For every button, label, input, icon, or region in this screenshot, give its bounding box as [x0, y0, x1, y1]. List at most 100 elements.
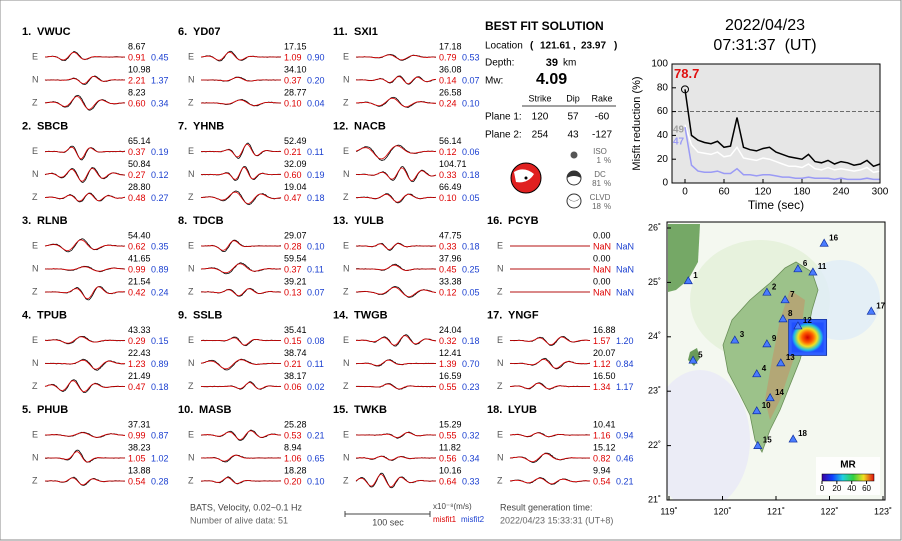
- waveform-synthetic: [44, 51, 125, 61]
- misfit1: 0.79: [439, 52, 457, 62]
- misfit1: 0.91: [128, 52, 146, 62]
- station-id: 1.: [22, 26, 31, 38]
- misfit2: 1.17: [616, 382, 634, 392]
- waveform-synthetic: [201, 477, 281, 484]
- dc-icon-fill: [567, 171, 581, 178]
- misfit1-key: misfit1: [433, 515, 457, 524]
- origin-date: 2022/04/23: [725, 17, 805, 34]
- misfit2: 0.10: [307, 241, 325, 251]
- amplitude: 47.75: [439, 230, 462, 240]
- component: N: [497, 452, 504, 462]
- y-tick-label: 20: [657, 154, 669, 165]
- misfit1: 0.12: [439, 147, 457, 157]
- location-lat: 23.97: [581, 41, 606, 52]
- best-point: [681, 85, 689, 94]
- misfit2: 0.87: [151, 430, 169, 440]
- waveform-synthetic: [44, 239, 125, 251]
- component: E: [343, 335, 349, 345]
- misfit1: 0.33: [439, 170, 457, 180]
- misfit2: 0.46: [616, 453, 634, 463]
- depth-value: 39: [546, 57, 558, 69]
- component: N: [343, 263, 350, 273]
- gen-time: 2022/04/23 15:33:31 (UT+8): [500, 515, 613, 525]
- waveform-synthetic: [44, 380, 125, 393]
- misfit2: 0.11: [307, 359, 324, 369]
- misfit1: 1.05: [128, 453, 146, 463]
- station-id: 13.: [333, 215, 348, 227]
- waveform-synthetic: [201, 143, 281, 158]
- component: Z: [188, 381, 194, 391]
- colorbar-tick-label: 60: [862, 484, 871, 493]
- amplitude: 16.50: [593, 371, 616, 381]
- waveform-synthetic: [45, 76, 125, 85]
- waveform-synthetic: [356, 383, 436, 390]
- amplitude: 15.29: [439, 419, 462, 429]
- component: Z: [188, 192, 194, 202]
- station-id: 17.: [487, 309, 502, 321]
- station-id: 2.: [22, 120, 31, 132]
- misfit1: 0.45: [439, 264, 457, 274]
- station-label: 13: [786, 353, 795, 362]
- mr-field: [667, 370, 750, 500]
- lat-tick-label: 21˚: [648, 494, 661, 504]
- misfit2: 0.06: [462, 147, 480, 157]
- station-code: TWKB: [354, 404, 387, 416]
- station-code: YNGF: [508, 309, 539, 321]
- misfit2: 0.34: [151, 98, 169, 108]
- misfit1: 0.12: [439, 287, 457, 297]
- waveform-synthetic: [201, 382, 281, 390]
- station-label: 5: [698, 350, 703, 359]
- amplitude: 36.08: [439, 64, 462, 74]
- clvd-icon-fill: [568, 198, 580, 202]
- misfit1: 0.24: [439, 98, 457, 108]
- amplitude: 38.17: [284, 371, 307, 381]
- amplitude: 37.31: [128, 419, 151, 429]
- station-code: PHUB: [37, 404, 68, 416]
- misfit-chart: 0 20 40 60 80 100 0 60 120 180 240 300 78.7 49 47 Misfi…: [631, 59, 889, 213]
- colorbar-title: MR: [840, 460, 856, 471]
- misfit1: 0.99: [128, 264, 146, 274]
- misfit2: 0.94: [616, 430, 634, 440]
- misfit1: 0.82: [593, 453, 611, 463]
- misfit2: 0.21: [307, 430, 325, 440]
- misfit2: 0.05: [462, 193, 480, 203]
- x-tick-label: 240: [833, 187, 850, 198]
- colorbar-tick-label: 40: [847, 484, 856, 493]
- misfit2: 0.45: [151, 52, 169, 62]
- waveform-synthetic: [45, 359, 125, 370]
- waveform-synthetic: [201, 99, 281, 106]
- amplitude: 54.40: [128, 230, 151, 240]
- station-marker: [793, 321, 803, 330]
- amplitude: 8.67: [128, 41, 146, 51]
- station-id: 5.: [22, 404, 31, 416]
- station-marker: [762, 287, 772, 296]
- plot-frame: [671, 63, 881, 184]
- misfit2: 1.02: [151, 453, 169, 463]
- misfit2: 0.05: [462, 287, 480, 297]
- component: Z: [343, 286, 349, 296]
- waveform-synthetic: [355, 145, 436, 160]
- amplitude: 9.94: [593, 465, 611, 475]
- amplitude: 41.65: [128, 253, 151, 263]
- lon-tick-label: 122˚: [820, 506, 838, 516]
- waveform-synthetic: [201, 288, 281, 297]
- station-label: 11: [818, 262, 827, 271]
- station-label: 8: [788, 309, 793, 318]
- misfit1: NaN: [593, 264, 611, 274]
- station-code: MASB: [199, 404, 231, 416]
- station-label: 12: [803, 316, 812, 325]
- amplitude: 38.23: [128, 442, 151, 452]
- component: N: [497, 358, 504, 368]
- misfit1: 0.54: [593, 476, 611, 486]
- mt-name: CLVD: [590, 193, 611, 202]
- component: E: [497, 429, 503, 439]
- amplitude: 26.58: [439, 87, 462, 97]
- component: E: [343, 429, 349, 439]
- misfit2: 0.18: [462, 336, 480, 346]
- amplitude: 13.88: [128, 465, 151, 475]
- amplitude: 65.14: [128, 136, 151, 146]
- misfit2: 0.90: [307, 52, 325, 62]
- misfit2: 0.10: [307, 476, 325, 486]
